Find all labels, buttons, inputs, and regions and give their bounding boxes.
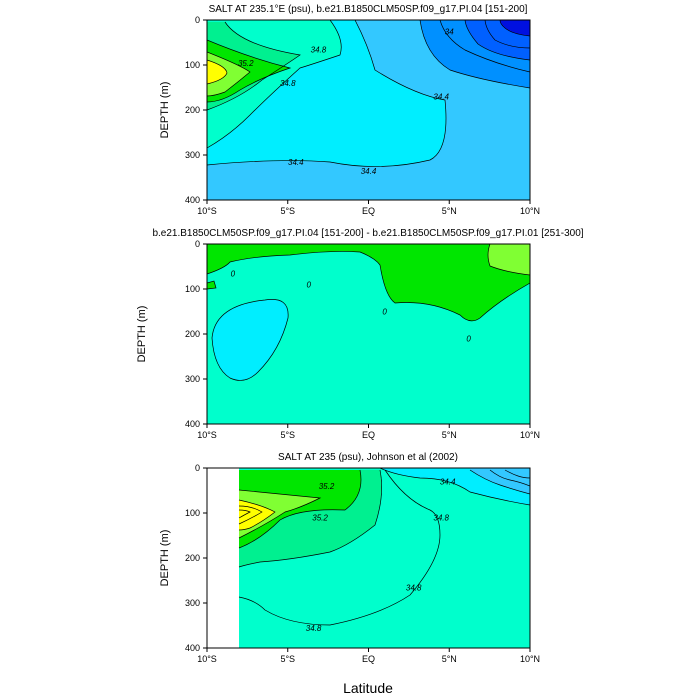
panel-2-region-positive-2: [207, 281, 216, 289]
panel-3-y-axis-label: DEPTH (m): [159, 530, 171, 587]
panel-3-region-yellow-green: [239, 490, 320, 538]
panel-1-y-tick-label-3: 300: [185, 150, 200, 160]
panel-3-contour-label-5: 34.8: [306, 624, 322, 633]
panel-1-x-tick-label-0: 10°S: [197, 206, 217, 216]
panel-1-title: SALT AT 235.1°E (psu), b.e21.B1850CLM50S…: [209, 4, 528, 15]
panel-3-title: SALT AT 235 (psu), Johnson et al (2002): [278, 452, 458, 463]
panel-2-y-axis: 0 100 200 300 400: [185, 239, 207, 429]
panel-2-fill: [207, 244, 530, 424]
panel-2-y-tick-label-0: 0: [195, 239, 200, 249]
panel-2-contour-labels: 0 0 0 0: [231, 269, 472, 343]
panel-1: SALT AT 235.1°E (psu), b.e21.B1850CLM50S…: [159, 4, 540, 216]
panel-1-y-axis-label: DEPTH (m): [159, 82, 171, 139]
panel-1-contour-labels: 35.2 34.8 34.8 34 34.4 34.4 34.4: [238, 27, 454, 176]
panel-1-x-tick-label-3: 5°N: [442, 206, 457, 216]
panel-2-contour-label-1: 0: [307, 281, 312, 290]
panel-2-y-tick-label-4: 400: [185, 419, 200, 429]
panel-3-x-tick-label-4: 10°N: [520, 654, 540, 664]
panel-3: SALT AT 235 (psu), Johnson et al (2002) …: [159, 452, 540, 664]
panel-3-region-green: [239, 470, 361, 548]
panel-3-contour-label-1: 35.2: [312, 514, 328, 523]
panel-3-x-tick-label-0: 10°S: [197, 654, 217, 664]
panel-3-y-tick-label-1: 100: [185, 508, 200, 518]
panel-3-x-tick-label-3: 5°N: [442, 654, 457, 664]
panel-3-y-axis: 0 100 200 300 400: [185, 463, 207, 653]
panel-1-contour-label-5: 34.4: [288, 158, 304, 167]
panel-3-contour-label-2: 34.4: [440, 478, 456, 487]
panel-2-y-tick-label-1: 100: [185, 284, 200, 294]
panel-3-x-axis: 10°S 5°S EQ 5°N 10°N: [197, 648, 540, 664]
panel-2-y-tick-label-3: 300: [185, 374, 200, 384]
panel-3-y-tick-label-3: 300: [185, 598, 200, 608]
panel-2-x-tick-label-3: 5°N: [442, 430, 457, 440]
panel-1-y-axis: 0 100 200 300 400: [185, 15, 207, 205]
panel-3-x-tick-label-1: 5°S: [280, 654, 295, 664]
panel-2-region-strong-positive: [488, 244, 530, 275]
panel-1-contour-label-3: 34: [445, 27, 454, 36]
panel-2-x-tick-label-2: EQ: [362, 430, 375, 440]
panel-2-title: b.e21.B1850CLM50SP.f09_g17.PI.04 [151-20…: [152, 228, 583, 239]
panel-3-region-light-blue: [470, 468, 530, 494]
panel-2-region-positive: [207, 244, 530, 321]
panel-2-contour-label-2: 0: [382, 308, 387, 317]
panel-2-y-axis-label: DEPTH (m): [136, 306, 148, 363]
panel-3-y-tick-label-0: 0: [195, 463, 200, 473]
panel-1-contour-label-6: 34.4: [361, 167, 377, 176]
panel-1-x-axis: 10°S 5°S EQ 5°N 10°N: [197, 200, 540, 216]
panel-1-y-tick-label-2: 200: [185, 105, 200, 115]
panel-2-region-negative: [212, 299, 289, 381]
panel-3-y-tick-label-2: 200: [185, 553, 200, 563]
panel-2-x-tick-label-4: 10°N: [520, 430, 540, 440]
panel-3-x-tick-label-2: EQ: [362, 654, 375, 664]
panel-1-contour-label-1: 34.8: [311, 45, 327, 54]
panel-1-region-yellow-green: [207, 52, 250, 96]
panel-1-y-tick-label-4: 400: [185, 195, 200, 205]
panel-1-contour-label-0: 35.2: [238, 59, 254, 68]
panel-3-fill: [207, 468, 530, 648]
panel-2-contour-label-3: 0: [466, 335, 471, 344]
panel-3-contour-labels: 35.2 35.2 34.4 34.8 34.8 34.8: [306, 478, 456, 633]
panel-2-contour-label-0: 0: [231, 269, 236, 278]
panel-1-region-blue-3: [500, 20, 530, 36]
panel-2: b.e21.B1850CLM50SP.f09_g17.PI.04 [151-20…: [136, 228, 584, 440]
panel-1-y-tick-label-1: 100: [185, 60, 200, 70]
panel-3-contour-label-0: 35.2: [319, 482, 335, 491]
panel-1-x-tick-label-4: 10°N: [520, 206, 540, 216]
panel-3-contour-label-3: 34.8: [433, 514, 449, 523]
panel-1-fill: [207, 20, 530, 200]
panel-3-contour-label-4: 34.8: [406, 583, 422, 592]
panel-1-x-tick-label-1: 5°S: [280, 206, 295, 216]
panel-2-x-tick-label-1: 5°S: [280, 430, 295, 440]
panel-2-x-tick-label-0: 10°S: [197, 430, 217, 440]
panel-1-contour-label-2: 34.8: [280, 79, 296, 88]
panel-1-y-tick-label-0: 0: [195, 15, 200, 25]
panel-1-x-tick-label-2: EQ: [362, 206, 375, 216]
figure-x-axis-label: Latitude: [343, 680, 393, 696]
panel-2-y-tick-label-2: 200: [185, 329, 200, 339]
panel-2-x-axis: 10°S 5°S EQ 5°N 10°N: [197, 424, 540, 440]
panel-3-y-tick-label-4: 400: [185, 643, 200, 653]
panel-1-contour-label-4: 34.4: [433, 93, 449, 102]
